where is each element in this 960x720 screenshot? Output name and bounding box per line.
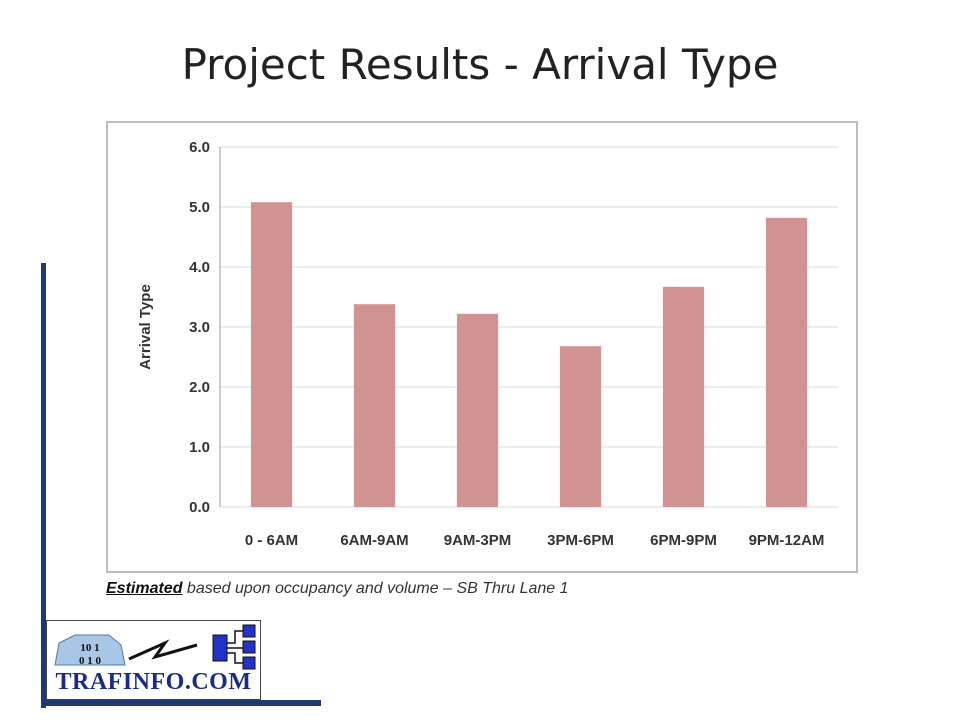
logo-digits-top: 10 1	[80, 642, 99, 654]
bar-1	[353, 304, 396, 507]
bar-2	[456, 313, 499, 507]
logo-graphic: 10 1 0 1 0	[54, 624, 256, 670]
x-tick-label: 6PM-9PM	[650, 532, 717, 549]
x-tick-label: 9PM-12AM	[749, 532, 825, 549]
y-tick-label: 6.0	[189, 139, 210, 156]
caption-emphasis: Estimated	[106, 580, 183, 597]
y-tick-label: 4.0	[189, 259, 210, 276]
x-tick-label: 9AM-3PM	[444, 532, 512, 549]
y-axis-label: Arrival Type	[137, 284, 154, 370]
y-tick-label: 3.0	[189, 319, 210, 336]
logo-text: TRAFINFO.COM	[55, 669, 252, 695]
bar-0	[250, 202, 293, 507]
bottom-accent-bar	[41, 700, 321, 706]
bar-5	[765, 217, 808, 508]
arrival-type-chart: 0.0 1.0 2.0 3.0 4.0 5.0 6.0 Arrival Type 0 - 6AM…	[137, 139, 838, 549]
y-tick-label: 5.0	[189, 199, 210, 216]
bar-4	[662, 286, 705, 507]
logo-digits-bottom: 0 1 0	[79, 655, 102, 667]
chart-caption: Estimated based upon occupancy and volum…	[106, 580, 569, 598]
caption-text: based upon occupancy and volume – SB Thr…	[182, 580, 569, 597]
x-tick-label: 6AM-9AM	[340, 532, 408, 549]
y-tick-label: 2.0	[189, 379, 210, 396]
slide-title: Project Results - Arrival Type	[181, 40, 779, 89]
left-accent-bar	[41, 263, 46, 708]
y-tick-label: 0.0	[189, 499, 210, 516]
trafinfo-logo: 10 1 0 1 0 TRAFINFO.COM	[46, 620, 261, 700]
bar-3	[559, 346, 602, 507]
y-tick-label: 1.0	[189, 439, 210, 456]
x-tick-label: 0 - 6AM	[245, 532, 298, 549]
chart-frame: 0.0 1.0 2.0 3.0 4.0 5.0 6.0 Arrival Type 0 - 6AM…	[106, 121, 858, 573]
x-tick-label: 3PM-6PM	[547, 532, 614, 549]
